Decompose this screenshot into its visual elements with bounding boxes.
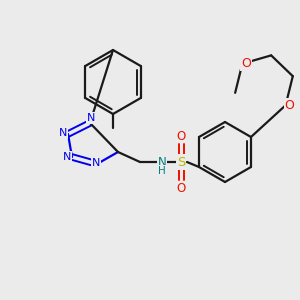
Text: S: S [177, 155, 185, 169]
Text: O: O [242, 57, 251, 70]
Text: O: O [176, 130, 186, 142]
Text: N: N [158, 157, 166, 169]
Text: N: N [87, 113, 95, 123]
Text: N: N [63, 152, 71, 162]
Text: H: H [158, 166, 166, 176]
Text: N: N [59, 128, 67, 138]
Text: N: N [92, 158, 100, 168]
Text: O: O [176, 182, 186, 194]
Text: O: O [285, 99, 295, 112]
